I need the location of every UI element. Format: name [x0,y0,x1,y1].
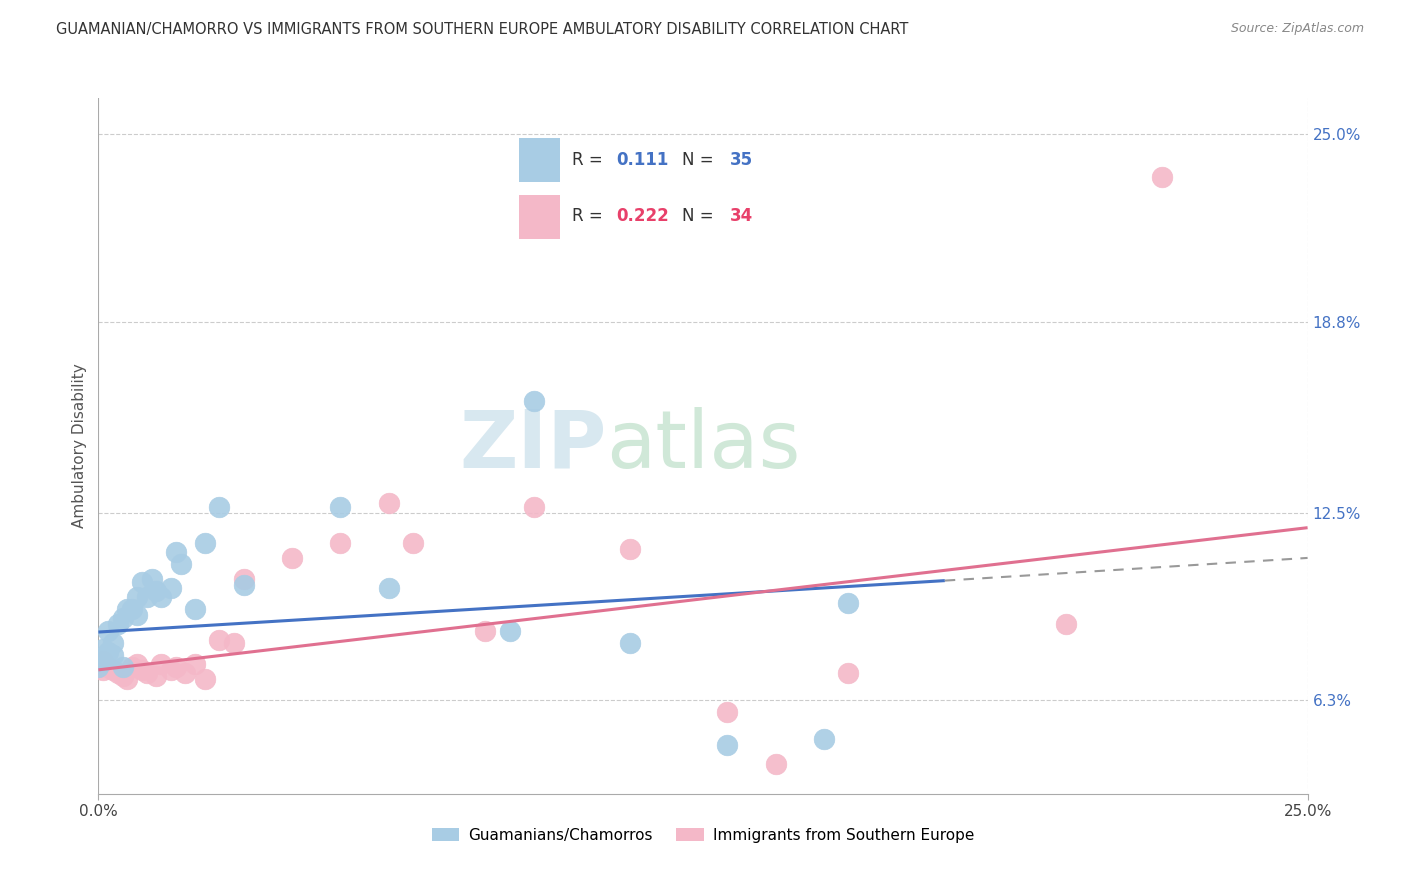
Point [194,536,217,550]
Point [101,635,124,649]
Point [111,669,134,683]
Point [498,624,520,638]
Point [194,672,217,686]
Point [232,578,254,592]
Point [111,660,134,674]
Legend: Guamanians/Chamorros, Immigrants from Southern Europe: Guamanians/Chamorros, Immigrants from So… [426,822,980,849]
Point [117,672,139,686]
Point [97,660,120,674]
Point [91,654,114,668]
Point [87,650,110,665]
Point [135,591,157,605]
Y-axis label: Ambulatory Disability: Ambulatory Disability [72,364,87,528]
Point [1054,617,1077,632]
Point [377,581,399,595]
Point [184,602,207,616]
Point [165,545,187,559]
Text: ZIP: ZIP [458,407,606,485]
Text: 34: 34 [730,207,752,225]
Text: R =: R = [572,207,609,225]
Point [232,572,254,586]
Text: Source: ZipAtlas.com: Source: ZipAtlas.com [1230,22,1364,36]
Text: N =: N = [682,151,720,169]
Point [127,608,149,623]
Point [91,654,114,668]
Point [127,591,149,605]
Point [131,575,153,590]
Text: R =: R = [572,151,609,169]
Point [165,660,187,674]
Point [97,624,120,638]
Point [135,665,157,680]
Point [765,756,787,771]
Point [111,611,134,625]
Point [619,635,641,649]
Text: N =: N = [682,207,720,225]
Point [131,663,153,677]
Text: 35: 35 [730,151,752,169]
Text: GUAMANIAN/CHAMORRO VS IMMIGRANTS FROM SOUTHERN EUROPE AMBULATORY DISABILITY CORR: GUAMANIAN/CHAMORRO VS IMMIGRANTS FROM SO… [56,22,908,37]
Point [1152,169,1174,184]
Point [837,596,859,610]
Point [121,660,143,674]
Point [619,541,641,556]
Text: atlas: atlas [606,407,800,485]
Point [474,624,496,638]
Point [145,669,167,683]
Point [160,663,183,677]
Point [150,591,173,605]
Point [87,660,110,674]
Point [91,663,114,677]
Point [208,500,231,514]
Point [117,602,139,616]
Point [141,572,163,586]
Point [101,663,124,677]
Point [127,657,149,671]
Point [101,648,124,662]
Bar [519,138,560,182]
Point [169,557,191,571]
Point [184,657,207,671]
Point [121,602,143,616]
Point [402,536,425,550]
Point [91,641,114,656]
Point [145,584,167,599]
Point [174,665,197,680]
Point [150,657,173,671]
Point [716,705,738,719]
Bar [519,194,560,239]
Point [97,645,120,659]
Point [281,550,304,565]
Text: 0.111: 0.111 [616,151,669,169]
Point [87,660,110,674]
Point [329,536,352,550]
Point [523,393,546,408]
Point [813,732,835,747]
Point [716,739,738,753]
Point [107,617,129,632]
Point [160,581,183,595]
Text: 0.222: 0.222 [616,207,669,225]
Point [107,665,129,680]
Point [329,500,352,514]
Point [523,500,546,514]
Point [222,635,245,649]
Point [377,496,399,510]
Point [837,665,859,680]
Point [208,632,231,647]
